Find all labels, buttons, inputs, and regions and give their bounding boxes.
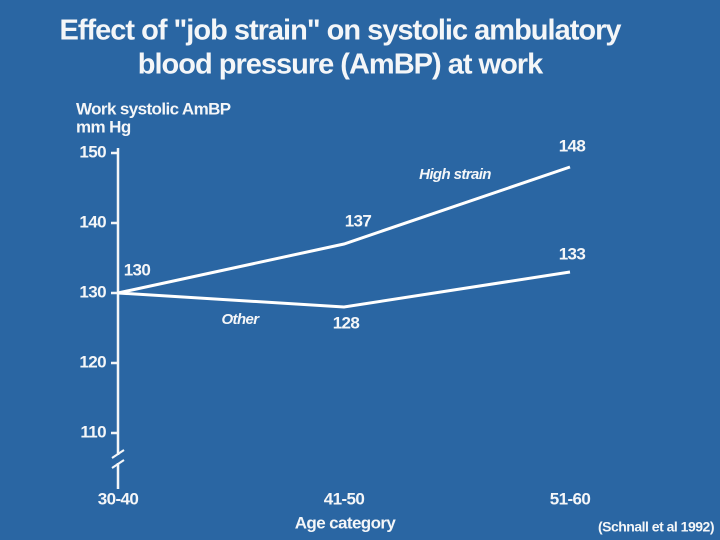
x-axis-label: Age category — [295, 513, 397, 532]
series-label: Other — [221, 311, 260, 328]
y-tick-label: 120 — [79, 352, 106, 371]
y-tick-label: 110 — [80, 422, 106, 441]
source-note: (Schnall et al 1992) — [598, 519, 714, 535]
data-label: 133 — [559, 244, 586, 263]
chart-title: blood pressure (AmBP) at work — [138, 49, 544, 81]
x-tick-label: 51-60 — [550, 489, 591, 508]
y-axis-unit: mm Hg — [76, 117, 131, 136]
axis-break — [111, 459, 125, 469]
axis-break — [111, 449, 125, 459]
data-label: 148 — [559, 136, 586, 155]
data-label: 130 — [124, 260, 151, 279]
y-tick-label: 140 — [79, 212, 106, 231]
y-axis-label: Work systolic AmBP — [76, 99, 231, 118]
series-line — [117, 165, 571, 295]
x-tick-label: 41-50 — [324, 489, 365, 508]
series-label: High strain — [419, 166, 491, 183]
data-label: 128 — [333, 313, 360, 332]
data-label: 137 — [345, 211, 372, 230]
chart-title: Effect of "job strain" on systolic ambul… — [60, 15, 622, 47]
y-tick-label: 130 — [79, 282, 106, 301]
series-line — [117, 270, 571, 309]
axis-break-gap — [112, 455, 124, 463]
y-tick-label: 150 — [79, 142, 106, 161]
x-tick-label: 30-40 — [98, 489, 139, 508]
